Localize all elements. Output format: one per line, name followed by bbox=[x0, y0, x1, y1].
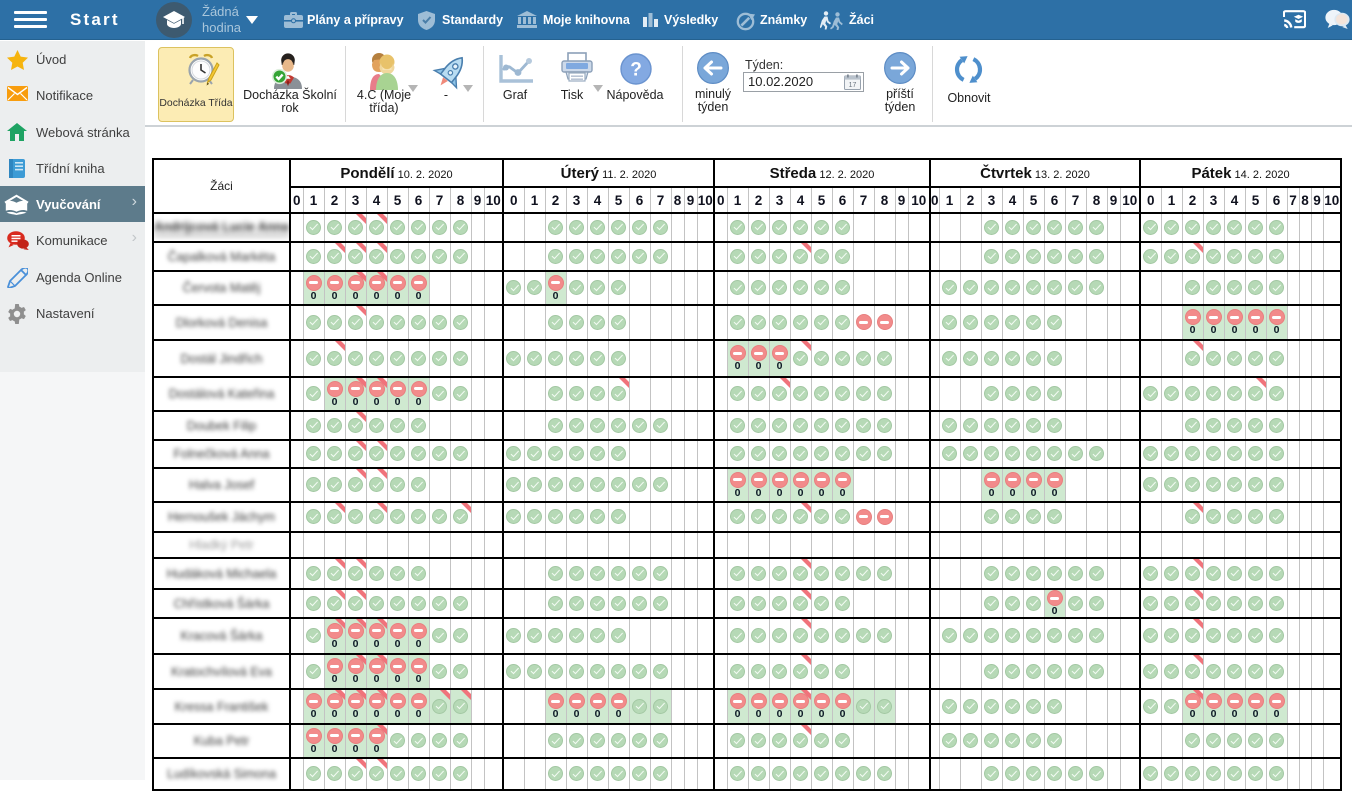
svg-text:?: ? bbox=[630, 60, 642, 81]
svg-text:17: 17 bbox=[849, 82, 857, 89]
